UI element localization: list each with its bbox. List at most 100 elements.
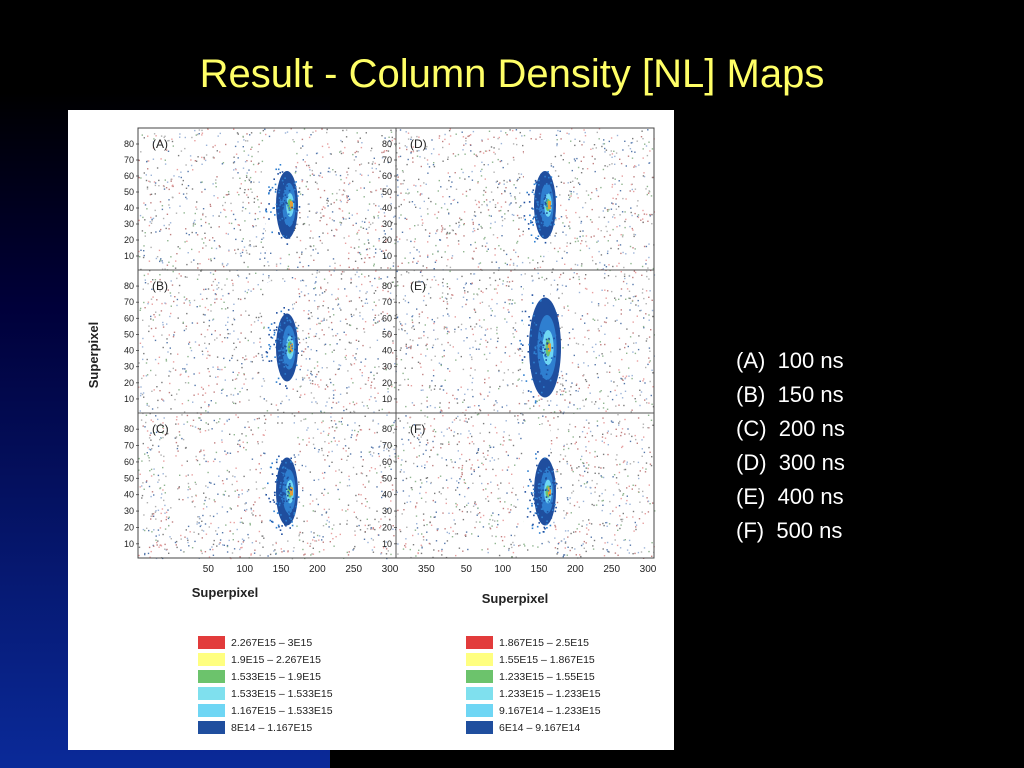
plume-A bbox=[265, 140, 301, 252]
y-tick-label: 30 bbox=[382, 219, 392, 229]
colorbar-swatch bbox=[198, 687, 225, 700]
y-tick-label: 30 bbox=[124, 362, 134, 372]
plume-peak bbox=[548, 343, 551, 352]
y-tick-label: 80 bbox=[124, 281, 134, 291]
panel-label-D: (D) bbox=[410, 137, 427, 151]
y-tick-label: 50 bbox=[124, 329, 134, 339]
axis-ticks: 10 20 30 40 50 60 70 80 10 20 30 40 50 60 70 80 10 20 30 40… bbox=[124, 139, 657, 575]
time-legend-item: (B) 150 ns bbox=[736, 378, 845, 412]
time-legend-value: 100 ns bbox=[777, 348, 844, 373]
y-tick-label: 30 bbox=[382, 506, 392, 516]
colorbar-label: 8E14 – 1.167E15 bbox=[231, 722, 312, 734]
y-tick-label: 40 bbox=[382, 490, 392, 500]
y-tick-label: 80 bbox=[124, 424, 134, 434]
y-tick-label: 80 bbox=[124, 139, 134, 149]
colorbar-right: 1.867E15 – 2.5E15 1.55E15 – 1.867E15 1.233… bbox=[466, 636, 601, 734]
colorbar-swatch bbox=[198, 721, 225, 734]
y-tick-label: 30 bbox=[124, 219, 134, 229]
y-axis-label: Superpixel bbox=[86, 322, 101, 388]
colorbar-label: 1.533E15 – 1.9E15 bbox=[231, 671, 321, 683]
y-tick-label: 50 bbox=[382, 473, 392, 483]
panel-label-C: (C) bbox=[152, 422, 169, 436]
y-tick-label: 60 bbox=[124, 171, 134, 181]
x-tick-label-right: 150 bbox=[531, 564, 548, 575]
y-tick-label: 10 bbox=[124, 251, 134, 261]
x-tick-label-left: 200 bbox=[309, 564, 326, 575]
time-legend-value: 300 ns bbox=[778, 450, 845, 475]
y-tick-label: 20 bbox=[124, 378, 134, 388]
y-tick-label: 80 bbox=[382, 424, 392, 434]
y-tick-label: 60 bbox=[382, 171, 392, 181]
x-tick-label-left: 250 bbox=[345, 564, 362, 575]
x-tick-label-right: 300 bbox=[640, 564, 657, 575]
y-tick-label: 30 bbox=[124, 506, 134, 516]
y-tick-label: 70 bbox=[124, 297, 134, 307]
y-tick-label: 60 bbox=[124, 457, 134, 467]
time-legend-item: (A) 100 ns bbox=[736, 344, 845, 378]
panel-labels: (A) (B) (C) (D) (E) (F) bbox=[152, 137, 427, 436]
y-tick-label: 40 bbox=[124, 346, 134, 356]
colorbar-label: 9.167E14 – 1.233E15 bbox=[499, 705, 601, 717]
time-legend-label: (F) bbox=[736, 518, 765, 543]
time-legend-label: (C) bbox=[736, 416, 767, 441]
density-map-figure: 10 20 30 40 50 60 70 80 10 20 30 40 50 60 70 80 10 20 30 40… bbox=[68, 110, 674, 750]
x-tick-label-left: 100 bbox=[236, 564, 253, 575]
x-tick-label-left: 150 bbox=[273, 564, 290, 575]
colorbar-swatch bbox=[466, 721, 493, 734]
colorbar-label: 1.533E15 – 1.533E15 bbox=[231, 688, 333, 700]
time-legend-label: (E) bbox=[736, 484, 766, 509]
x-tick-label-right: 250 bbox=[603, 564, 620, 575]
plume-D bbox=[523, 140, 558, 252]
plume-E bbox=[519, 282, 561, 404]
plume-F bbox=[524, 425, 558, 540]
colorbar-label: 1.9E15 – 2.267E15 bbox=[231, 654, 321, 666]
y-tick-label: 40 bbox=[382, 346, 392, 356]
panel-label-E: (E) bbox=[410, 279, 426, 293]
time-legend-value: 150 ns bbox=[777, 382, 844, 407]
y-tick-label: 10 bbox=[382, 394, 392, 404]
x-axis-label-left: Superpixel bbox=[192, 585, 258, 600]
y-tick-label: 10 bbox=[124, 539, 134, 549]
y-tick-label: 70 bbox=[382, 441, 392, 451]
y-tick-label: 70 bbox=[382, 297, 392, 307]
y-tick-label: 10 bbox=[382, 539, 392, 549]
plume-C bbox=[265, 425, 300, 540]
y-tick-label: 10 bbox=[124, 394, 134, 404]
y-tick-label: 40 bbox=[382, 203, 392, 213]
y-tick-label: 60 bbox=[382, 457, 392, 467]
time-legend-item: (D) 300 ns bbox=[736, 446, 845, 480]
colorbar-label: 1.167E15 – 1.533E15 bbox=[231, 705, 333, 717]
colorbar-swatch bbox=[466, 636, 493, 649]
y-tick-label: 70 bbox=[382, 155, 392, 165]
plume-layer bbox=[265, 140, 561, 540]
y-tick-label: 20 bbox=[382, 378, 392, 388]
time-legend-label: (D) bbox=[736, 450, 767, 475]
y-tick-label: 20 bbox=[382, 522, 392, 532]
y-tick-label: 60 bbox=[382, 313, 392, 323]
plume-peak bbox=[290, 201, 293, 209]
colorbar-swatch bbox=[466, 704, 493, 717]
time-legend: (A) 100 ns (B) 150 ns (C) 200 ns (D) 300… bbox=[736, 344, 845, 548]
y-tick-label: 50 bbox=[124, 187, 134, 197]
panel-label-F: (F) bbox=[410, 422, 425, 436]
panel-label-A: (A) bbox=[152, 137, 168, 151]
y-tick-label: 50 bbox=[124, 473, 134, 483]
plume-peak bbox=[548, 201, 551, 209]
time-legend-item: (C) 200 ns bbox=[736, 412, 845, 446]
panel-frames bbox=[137, 127, 655, 559]
y-tick-label: 10 bbox=[382, 251, 392, 261]
y-tick-label: 40 bbox=[124, 490, 134, 500]
x-tick-label-left: 350 bbox=[418, 564, 435, 575]
y-tick-label: 50 bbox=[382, 187, 392, 197]
noise-layer bbox=[138, 128, 656, 560]
colorbar-label: 2.267E15 – 3E15 bbox=[231, 637, 312, 649]
colorbar-swatch bbox=[466, 687, 493, 700]
y-tick-label: 80 bbox=[382, 139, 392, 149]
y-tick-label: 20 bbox=[124, 522, 134, 532]
x-axis-label-right: Superpixel bbox=[482, 591, 548, 606]
panel-label-B: (B) bbox=[152, 279, 168, 293]
time-legend-item: (E) 400 ns bbox=[736, 480, 845, 514]
y-tick-label: 70 bbox=[124, 441, 134, 451]
plume-peak bbox=[548, 487, 551, 496]
slide-title: Result - Column Density [NL] Maps bbox=[199, 52, 825, 96]
